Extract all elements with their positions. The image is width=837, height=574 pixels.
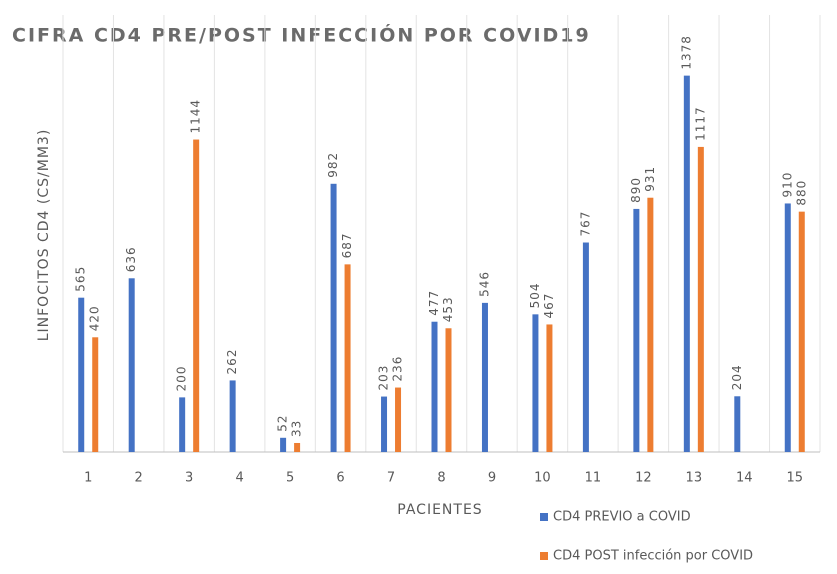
bar	[734, 396, 741, 452]
bar	[78, 297, 85, 452]
x-tick-label: 12	[635, 471, 652, 486]
y-axis-label: LINFOCITOS CD4 (CS/MM3)	[36, 129, 52, 342]
x-tick-label: 4	[235, 471, 243, 486]
data-label: 236	[391, 356, 405, 382]
data-label: 52	[276, 415, 290, 432]
bar	[546, 324, 553, 452]
bar	[784, 203, 791, 452]
data-label: 453	[441, 296, 455, 322]
bar	[344, 264, 351, 452]
bar	[683, 75, 690, 452]
data-label: 636	[124, 246, 138, 272]
bar	[582, 242, 589, 452]
x-tick-label: 7	[387, 471, 395, 486]
bar	[294, 442, 301, 452]
data-label: 931	[643, 166, 657, 192]
data-label: 1117	[693, 106, 707, 141]
data-label: 1144	[189, 99, 203, 134]
x-tick-label: 1	[84, 471, 92, 486]
bar	[697, 146, 704, 452]
x-tick-label: 3	[185, 471, 193, 486]
bar	[431, 321, 438, 452]
data-label: 33	[290, 420, 304, 437]
legend-label: CD4 POST infección por COVID	[553, 549, 753, 564]
data-label: 982	[326, 152, 340, 178]
bar	[381, 396, 388, 452]
x-tick-label: 9	[488, 471, 496, 486]
legend-swatch	[540, 552, 548, 560]
data-label: 767	[578, 211, 592, 237]
x-tick-label: 14	[736, 471, 753, 486]
data-label: 203	[377, 365, 391, 391]
data-label: 880	[794, 180, 808, 206]
bar	[395, 387, 402, 452]
bar	[798, 211, 805, 452]
x-tick-label: 2	[135, 471, 143, 486]
bar	[532, 314, 539, 452]
data-label: 420	[88, 305, 102, 331]
data-label: 200	[175, 365, 189, 391]
x-tick-label: 15	[786, 471, 803, 486]
legend-swatch	[540, 513, 548, 521]
bar	[92, 337, 99, 452]
bar	[179, 397, 186, 452]
data-label: 565	[74, 266, 88, 292]
x-tick-label: 8	[437, 471, 445, 486]
data-label: 687	[340, 232, 354, 258]
x-tick-label: 6	[336, 471, 344, 486]
legend-label: CD4 PREVIO a COVID	[553, 510, 691, 525]
bar	[481, 302, 488, 452]
data-label: 204	[730, 364, 744, 390]
data-label: 546	[477, 271, 491, 297]
bar	[633, 208, 640, 452]
data-label: 504	[528, 282, 542, 308]
bar	[193, 139, 200, 453]
bar	[445, 328, 452, 452]
data-label: 890	[629, 177, 643, 203]
bar	[330, 183, 337, 452]
bar	[647, 197, 654, 452]
x-tick-label: 10	[534, 471, 551, 486]
bar	[229, 380, 236, 452]
data-label: 467	[542, 293, 556, 319]
bar	[280, 437, 287, 452]
x-tick-label: 13	[686, 471, 703, 486]
x-axis-label: PACIENTES	[397, 502, 482, 518]
chart-title: CIFRA CD4 PRE/POST INFECCIÓN POR COVID19	[12, 23, 591, 47]
data-label: 262	[225, 349, 239, 375]
data-label: 1378	[679, 35, 693, 70]
data-label: 477	[427, 290, 441, 316]
x-tick-label: 5	[286, 471, 294, 486]
bar	[128, 278, 135, 452]
data-label: 910	[780, 172, 794, 198]
x-tick-label: 11	[585, 471, 602, 486]
